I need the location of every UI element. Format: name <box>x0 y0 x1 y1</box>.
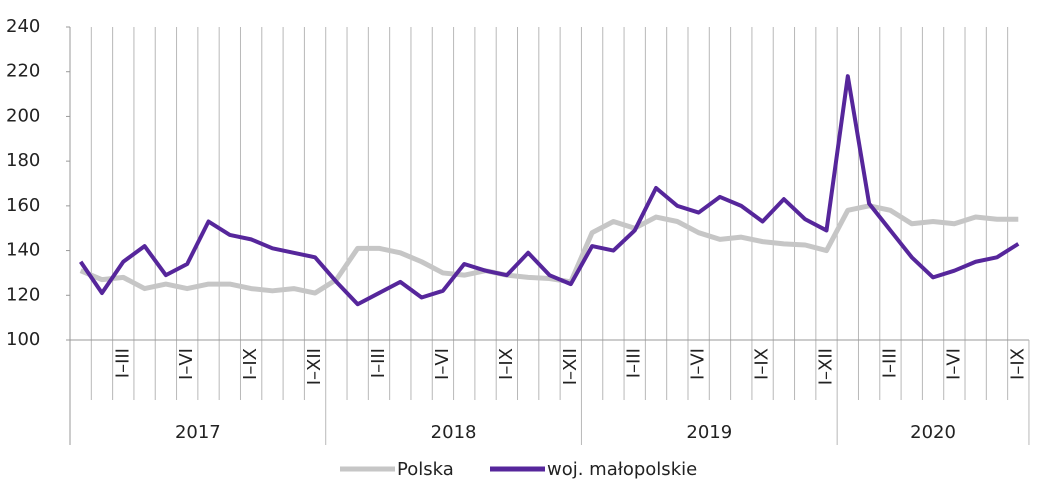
series-line <box>79 203 1019 296</box>
x-tick-label: I–III <box>624 348 645 378</box>
y-tick-label: 220 <box>6 61 40 82</box>
x-tick-label: I–VI <box>176 348 197 380</box>
x-tick-label: I–IX <box>752 348 773 380</box>
legend-label: woj. małopolskie <box>547 459 697 480</box>
year-label: 2020 <box>910 422 956 443</box>
y-tick-label: 240 <box>6 16 40 37</box>
y-tick-label: 140 <box>6 240 40 261</box>
x-tick-label: I–VI <box>432 348 453 380</box>
x-tick-label: I–III <box>879 348 900 378</box>
x-tick-label: I–III <box>112 348 133 378</box>
year-label: 2019 <box>686 422 732 443</box>
x-tick-label: I–XII <box>560 348 581 385</box>
series-line <box>79 74 1020 307</box>
x-tick-label: I–XII <box>304 348 325 385</box>
y-tick-label: 100 <box>6 329 40 350</box>
x-tick-label: I–III <box>368 348 389 378</box>
y-tick-label: 200 <box>6 105 40 126</box>
x-tick-label: I–IX <box>240 348 261 380</box>
y-tick-label: 180 <box>6 150 40 171</box>
year-label: 2018 <box>431 422 477 443</box>
x-tick-label: I–VI <box>943 348 964 380</box>
x-tick-label: I–IX <box>496 348 517 380</box>
y-tick-label: 120 <box>6 284 40 305</box>
y-tick-label: 160 <box>6 195 40 216</box>
x-tick-label: I–VI <box>688 348 709 380</box>
legend-label: Polska <box>397 459 454 480</box>
x-tick-label: I–IX <box>1007 348 1028 380</box>
year-label: 2017 <box>175 422 221 443</box>
x-tick-label: I–XII <box>816 348 837 385</box>
